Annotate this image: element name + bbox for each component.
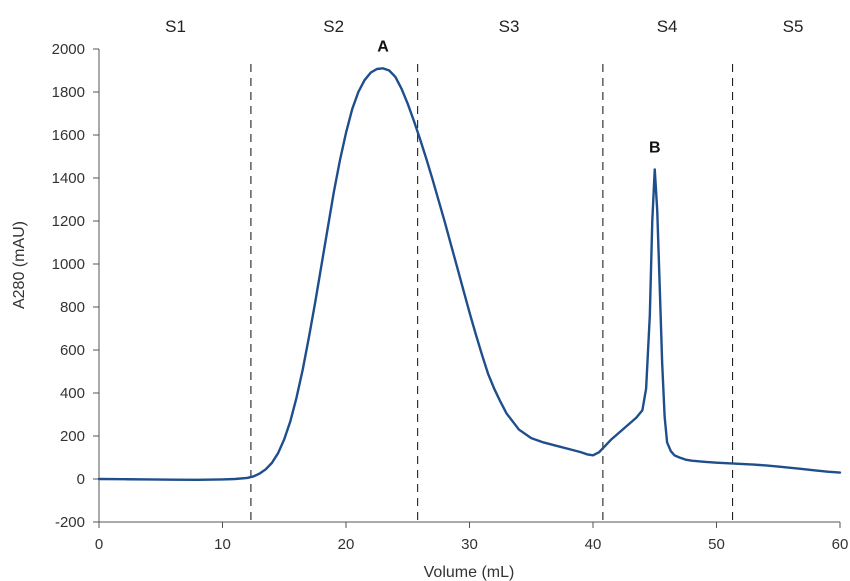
x-tick-label: 50 (708, 536, 725, 553)
peak-label: A (377, 38, 389, 55)
y-axis-label: A280 (mAU) (11, 221, 28, 309)
section-label: S4 (657, 17, 678, 36)
y-tick-label: 1400 (52, 170, 85, 187)
x-axis-label: Volume (mL) (424, 564, 515, 581)
y-tick-label: 1000 (52, 256, 85, 273)
section-label: S2 (323, 17, 344, 36)
y-tick-label: 600 (60, 342, 85, 359)
y-tick-label: 0 (77, 471, 85, 488)
section-label: S5 (783, 17, 804, 36)
section-boundaries (250, 64, 734, 522)
y-tick-label: -200 (55, 514, 85, 531)
y-tick-label: 800 (60, 299, 85, 316)
section-labels: S1 S2 S3 S4 S5 (165, 17, 803, 36)
peak-label: B (649, 139, 661, 156)
y-tick-label: 200 (60, 428, 85, 445)
x-tick-label: 40 (585, 536, 602, 553)
y-tick-label: 1800 (52, 84, 85, 101)
x-tick-label: 10 (214, 536, 231, 553)
y-tick-label: 1200 (52, 213, 85, 230)
x-tick-label: 0 (95, 536, 103, 553)
section-label: S3 (499, 17, 520, 36)
x-tick-label: 20 (338, 536, 355, 553)
section-label: S1 (165, 17, 186, 36)
absorbance-line (97, 67, 842, 482)
peak-labels: AB (377, 38, 660, 156)
y-tick-label: 2000 (52, 41, 85, 58)
x-axis: 0 10 20 30 40 50 60 (95, 521, 849, 553)
x-tick-label: 30 (461, 536, 478, 553)
x-tick-label: 60 (832, 536, 849, 553)
y-axis: -200 0 200 400 600 800 1000 1200 1400 1600 1800 200… (52, 41, 100, 531)
y-tick-label: 1600 (52, 127, 85, 144)
y-tick-label: 400 (60, 385, 85, 402)
